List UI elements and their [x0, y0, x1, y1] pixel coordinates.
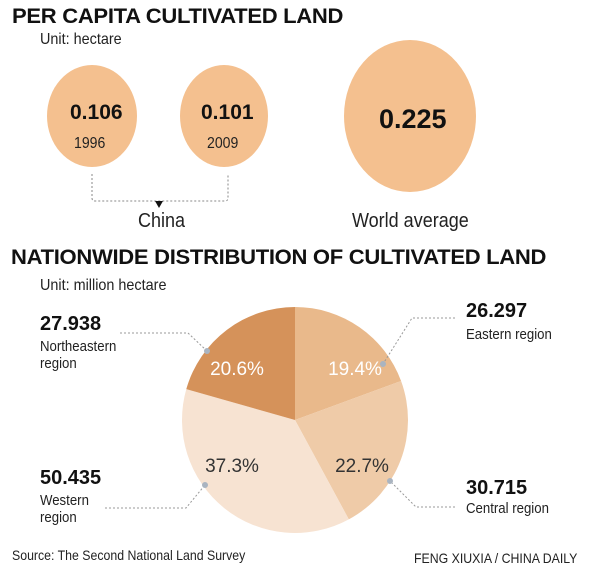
distribution-title: NATIONWIDE DISTRIBUTION OF CULTIVATED LA… [11, 246, 547, 269]
credit-line: FENG XIUXIA / CHINA DAILY [414, 550, 578, 566]
pie-chart: 19.4% 22.7% 37.3% 20.6% [182, 307, 408, 533]
western-value: 50.435 [40, 467, 102, 489]
per-capita-unit: Unit: hectare [40, 31, 122, 48]
bubble-2009 [180, 65, 268, 167]
pie-label-western: 37.3% [205, 456, 259, 477]
per-capita-title: PER CAPITA CULTIVATED LAND [12, 5, 344, 28]
northeastern-label: Northeastern region [40, 338, 117, 372]
dot-western [202, 482, 208, 488]
leader-eastern [382, 317, 455, 365]
dot-central [387, 478, 393, 484]
value-2009: 0.101 [201, 101, 254, 124]
china-bracket [91, 174, 229, 202]
bubble-1996 [47, 65, 137, 167]
leader-northeastern [120, 332, 208, 352]
northeastern-value: 27.938 [40, 313, 102, 335]
central-label: Central region [466, 500, 549, 517]
pie-label-central: 22.7% [335, 456, 389, 477]
year-1996: 1996 [74, 135, 106, 152]
world-average-label: World average [352, 210, 469, 232]
bracket-pointer-icon [155, 201, 163, 208]
bubble-world-average [344, 40, 476, 192]
pie-label-northeastern: 20.6% [210, 359, 264, 380]
central-value: 30.715 [466, 477, 528, 499]
leader-western [105, 484, 206, 509]
china-label: China [138, 210, 186, 232]
pie-slice-central [295, 381, 408, 520]
dot-eastern [380, 361, 386, 367]
year-2009: 2009 [207, 135, 239, 152]
eastern-label: Eastern region [466, 326, 552, 343]
value-1996: 0.106 [70, 101, 123, 124]
pie-slice-northeastern [186, 307, 295, 420]
distribution-unit: Unit: million hectare [40, 277, 167, 294]
western-label: Western region [40, 492, 89, 526]
pie-label-eastern: 19.4% [328, 359, 382, 380]
leader-central [389, 480, 455, 508]
pie-slice-eastern [295, 307, 402, 420]
value-world-average: 0.225 [379, 104, 447, 134]
pie-slice-western [182, 389, 349, 533]
leader-dots [202, 348, 393, 488]
eastern-value: 26.297 [466, 300, 528, 322]
source-note: Source: The Second National Land Survey [12, 547, 246, 563]
leader-lines [105, 317, 455, 509]
dot-northeastern [204, 348, 210, 354]
